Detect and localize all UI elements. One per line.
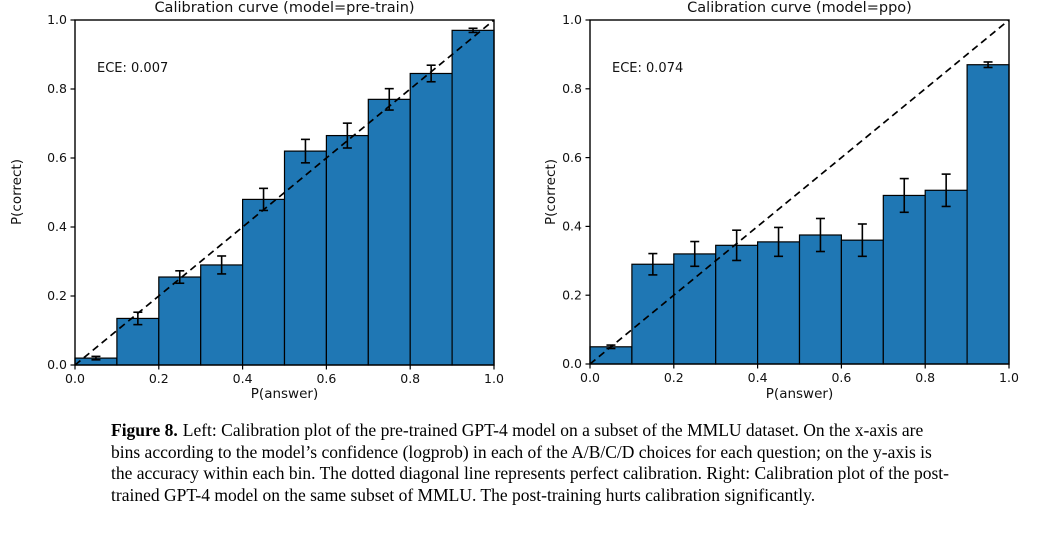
y-axis-label-ppo: P(correct) — [543, 159, 559, 225]
figure-caption: Figure 8. Left: Calibration plot of the p… — [111, 420, 949, 506]
calibration-chart-ppo: Calibration curve (model=ppo) 0.0 0.2 0.4 0… — [527, 0, 1054, 414]
histogram-bar — [798, 234, 843, 365]
histogram-bar — [589, 346, 633, 365]
calibration-chart-pretrain: Calibration curve (model=pre-train) 0.0 0… — [0, 0, 527, 414]
caption-label: Figure 8. — [111, 420, 178, 440]
histogram-bar — [882, 194, 926, 365]
y-tick-label: 0.0 — [47, 357, 67, 372]
y-tick-label: 1.0 — [47, 12, 67, 27]
histogram-bar — [631, 263, 675, 365]
histogram-bar — [840, 239, 884, 365]
y-tick-label: 0.8 — [47, 81, 67, 96]
y-tick-label: 0.6 — [47, 150, 67, 165]
histogram-bar — [673, 253, 717, 365]
histogram-bar — [757, 241, 801, 365]
perfect-calibration-line — [589, 19, 1010, 365]
y-tick-label: 0.6 — [562, 150, 582, 165]
x-tick-label: 0.0 — [580, 370, 600, 385]
x-tick-label: 0.0 — [65, 371, 85, 386]
y-tick-label: 0.2 — [47, 288, 67, 303]
x-tick-label: 0.2 — [664, 370, 684, 385]
x-axis-label-ppo: P(answer) — [765, 386, 834, 402]
caption-text: Left: Calibration plot of the pre-traine… — [111, 420, 949, 505]
x-tick-label: 0.6 — [831, 370, 851, 385]
histogram-bar — [200, 264, 244, 366]
y-tick-label: 1.0 — [562, 12, 582, 27]
histogram-bar — [409, 72, 453, 366]
ece-annotation-ppo: ECE: 0.074 — [612, 61, 684, 76]
y-tick-label: 0.0 — [562, 356, 582, 371]
calibration-plot-pretrain: 0.0 0.2 0.4 0.6 0.8 1.0 0.0 0.2 0.4 0.6 0.8 1.0 — [47, 12, 504, 386]
chart-title-pretrain: Calibration curve (model=pre-train) — [154, 0, 415, 16]
histogram-bar — [715, 244, 759, 365]
calibration-plot-ppo: 0.0 0.2 0.4 0.6 0.8 1.0 0.0 0.2 0.4 0.6 0.8 1.0 — [562, 12, 1019, 385]
y-tick-label: 0.4 — [47, 219, 67, 234]
chart-title-ppo: Calibration curve (model=ppo) — [687, 0, 912, 16]
x-tick-label: 0.2 — [149, 371, 169, 386]
plot-spines — [74, 19, 495, 366]
y-tick-label: 0.2 — [562, 287, 582, 302]
x-tick-label: 0.8 — [915, 370, 935, 385]
histogram-bar — [966, 64, 1010, 365]
histogram-bar — [283, 150, 328, 366]
perfect-calibration-line — [74, 19, 495, 366]
x-tick-label: 1.0 — [999, 370, 1019, 385]
x-tick-label: 1.0 — [484, 371, 504, 386]
x-axis-label-pretrain: P(answer) — [250, 386, 319, 402]
ece-annotation-pretrain: ECE: 0.007 — [97, 61, 169, 76]
histogram-bar — [924, 189, 968, 365]
histogram-bar — [242, 198, 286, 366]
x-tick-label: 0.4 — [748, 370, 768, 385]
histogram-bar — [451, 29, 495, 366]
plot-spines — [589, 19, 1010, 365]
y-tick-label: 0.8 — [562, 81, 582, 96]
y-tick-label: 0.4 — [562, 219, 582, 234]
histogram-bar — [325, 134, 369, 366]
x-tick-label: 0.6 — [316, 371, 336, 386]
x-tick-label: 0.4 — [233, 371, 253, 386]
x-tick-label: 0.8 — [400, 371, 420, 386]
histogram-bar — [116, 317, 160, 366]
histogram-bar — [367, 98, 411, 366]
y-axis-label-pretrain: P(correct) — [9, 159, 25, 225]
